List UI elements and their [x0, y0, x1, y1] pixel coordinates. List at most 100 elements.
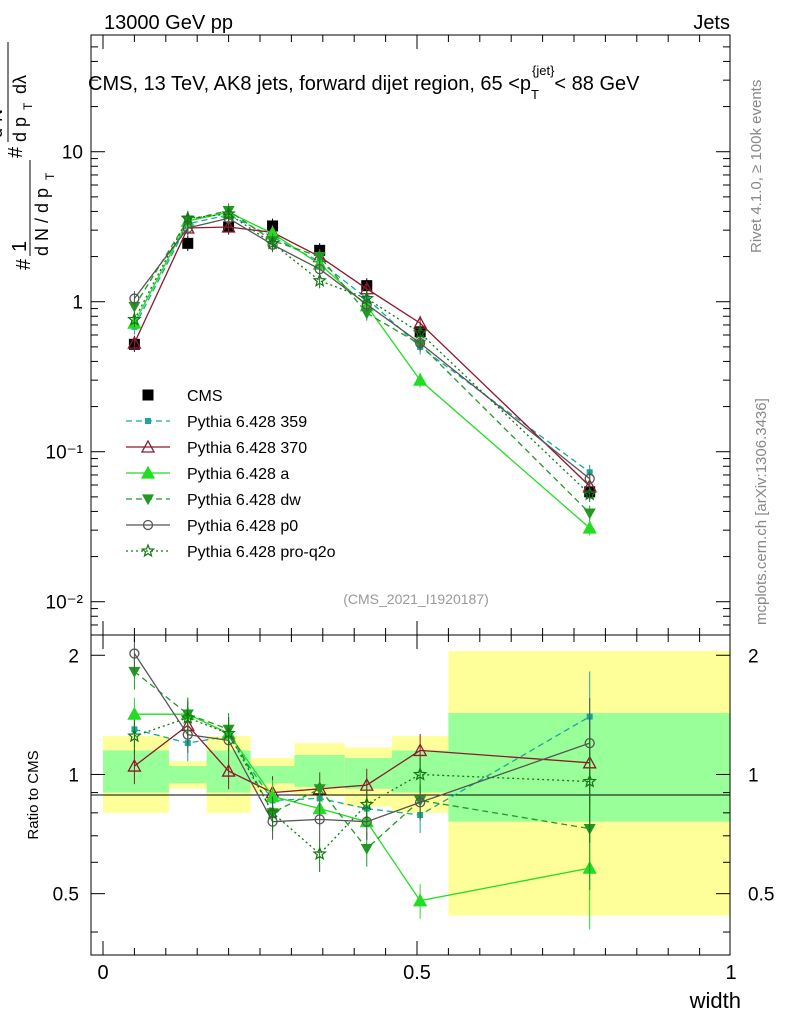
legend-entry-pp0: Pythia 6.428 p0: [126, 518, 298, 535]
ratio-point-pq2o: [221, 725, 236, 740]
legend-label: Pythia 6.428 pro-q2o: [187, 544, 336, 561]
data-point-p370: [221, 219, 236, 233]
svg-text:d²N: d²N: [0, 109, 6, 138]
svg-text:T: T: [43, 172, 57, 180]
data-point-pq2o: [582, 486, 597, 501]
main-y-axis-label: # 1 d N / d p T # d²N d p T dλ: [0, 42, 57, 270]
ratio-y-axis-label: Ratio to CMS: [25, 750, 42, 839]
series-pq2o: [127, 206, 597, 502]
ratio-point-pq2o: [359, 796, 375, 811]
legend: CMS Pythia 6.428 359 Pythia 6.428 370 Pythi…: [126, 388, 336, 561]
series-pa: [127, 204, 597, 536]
ratio-point-pdw: [313, 784, 326, 796]
ratio-point-pa: [127, 706, 142, 720]
data-point-pa: [413, 372, 428, 386]
data-point-pdw: [313, 251, 326, 263]
rivet-version-label: Rivet 4.1.0, ≥ 100k events: [748, 80, 765, 253]
header-left-label: 13000 GeV pp: [104, 12, 233, 34]
ratio-y-tick-label-right: 2: [748, 646, 759, 667]
series-cms: [128, 218, 596, 500]
series-line-pq2o: [133, 213, 591, 495]
ratio-line-pp0: [133, 653, 590, 823]
main-plot-title: CMS, 13 TeV, AK8 jets, forward dijet reg…: [88, 63, 640, 102]
svg-text:d N / d p: d N / d p: [32, 188, 52, 256]
data-point-pq2o: [127, 311, 142, 326]
legend-marker: [140, 439, 156, 453]
legend-label: Pythia 6.428 a: [187, 466, 289, 483]
svg-text:#: #: [5, 146, 27, 158]
data-point-p370: [127, 335, 142, 349]
svg-text:1: 1: [9, 241, 31, 252]
legend-marker: [140, 543, 156, 558]
ratio-line-p370: [134, 724, 590, 794]
ratio-band-inner: [168, 766, 207, 784]
ratio-point-pq2o: [127, 728, 142, 743]
data-point-pq2o: [221, 206, 236, 221]
legend-marker: [142, 389, 154, 401]
series-line-pdw: [133, 209, 591, 514]
series-pp0: [129, 210, 595, 487]
series-line-pp0: [133, 217, 591, 480]
data-point-cms: [182, 237, 194, 249]
data-point-pq2o: [359, 290, 375, 305]
legend-entry-cms: CMS: [142, 388, 223, 405]
ratio-series-pq2o: [127, 701, 597, 873]
series-line-p359: [133, 214, 591, 473]
legend-label: Pythia 6.428 dw: [187, 492, 301, 509]
legend-entry-p359: Pythia 6.428 359: [126, 414, 307, 431]
analysis-id-watermark: (CMS_2021_I1920187): [343, 591, 489, 607]
data-point-pq2o: [312, 273, 327, 287]
svg-text:d p: d p: [10, 117, 30, 142]
data-point-pp0: [584, 473, 595, 484]
legend-entry-pq2o: Pythia 6.428 pro-q2o: [126, 543, 336, 561]
ratio-y-tick-label-left: 1: [68, 765, 79, 786]
ratio-point-pq2o: [312, 846, 327, 861]
legend-label: Pythia 6.428 p0: [187, 518, 298, 535]
x-tick-label: 0.5: [403, 962, 431, 984]
legend-marker: [140, 465, 156, 479]
main-axis-ticks: 10⁻² 10⁻¹ 1 10: [46, 34, 730, 636]
header-right-label: Jets: [693, 12, 730, 34]
svg-text:#: #: [13, 258, 35, 270]
series-p359: [131, 207, 593, 480]
legend-entry-pa: Pythia 6.428 a: [126, 465, 289, 483]
data-point-pq2o: [265, 235, 280, 250]
data-point-pq2o: [412, 325, 428, 340]
mcplots-label: mcplots.cern.ch [arXiv:1306.3436]: [753, 398, 770, 625]
x-tick-label: 0: [97, 962, 108, 984]
ratio-uncertainty-bands: [103, 651, 730, 916]
ratio-point-pq2o: [265, 805, 280, 820]
ratio-point-p370: [413, 743, 428, 757]
main-y-tick-label: 10⁻¹: [46, 443, 84, 464]
legend-label: Pythia 6.428 359: [187, 414, 307, 431]
data-point-pa: [582, 520, 597, 534]
x-axis-label: width: [689, 988, 741, 1013]
ratio-plot-frame: [90, 634, 731, 956]
x-tick-label: 1: [725, 962, 736, 984]
svg-text:dλ: dλ: [10, 75, 30, 94]
ratio-point-p370: [221, 763, 236, 777]
main-y-tick-label: 10⁻²: [46, 593, 84, 614]
ratio-y-tick-label-left: 2: [68, 646, 79, 667]
ratio-point-pq2o: [412, 766, 428, 781]
legend-marker: [141, 494, 155, 506]
ratio-point-pp0: [129, 648, 140, 659]
ratio-point-pdw: [360, 843, 373, 855]
legend-label: Pythia 6.428 370: [187, 440, 307, 457]
series-line-p370: [133, 226, 591, 487]
ratio-axis-ticks: 0.5 0.5 1 1 2 2 0 0.5 1: [53, 635, 774, 984]
legend-entry-pdw: Pythia 6.428 dw: [126, 492, 301, 509]
ratio-point-pa: [413, 893, 428, 907]
ratio-band-inner: [250, 766, 295, 784]
legend-entry-p370: Pythia 6.428 370: [126, 439, 307, 457]
main-y-tick-label: 1: [72, 293, 83, 314]
ratio-y-tick-label-right: 1: [748, 765, 759, 786]
ratio-point-p370: [127, 758, 142, 772]
ratio-series-group: [127, 637, 597, 930]
main-y-tick-label: 10: [62, 143, 83, 164]
legend-label: CMS: [187, 388, 223, 405]
data-point-pp0: [129, 293, 140, 304]
ratio-y-tick-label-left: 0.5: [53, 885, 79, 906]
ratio-point-pp0: [414, 797, 426, 808]
